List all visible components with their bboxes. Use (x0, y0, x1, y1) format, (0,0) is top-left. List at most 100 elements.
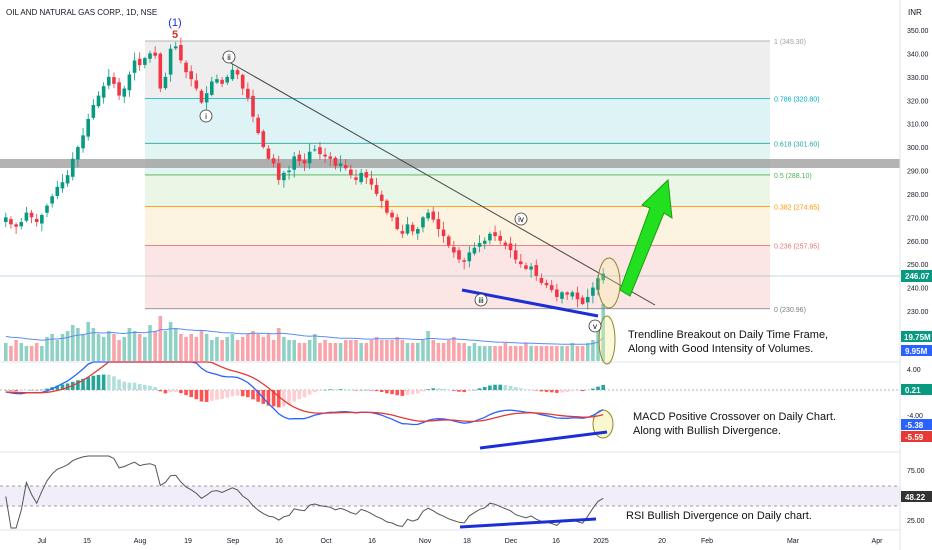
volume-bar (148, 325, 152, 361)
volume-bar (24, 346, 29, 361)
currency-label: INR (908, 8, 922, 17)
wave-label-5: 5 (172, 29, 178, 41)
volume-bar (302, 343, 307, 361)
macd-histogram-bar (143, 384, 147, 390)
macd-histogram-bar (117, 379, 121, 390)
last-price-badge: 246.07 (901, 270, 932, 282)
volume-bar (246, 334, 250, 361)
candle-body (369, 178, 374, 185)
fib-label: 1 (345.30) (774, 39, 806, 46)
volume-bar (127, 328, 132, 361)
volume-bar (426, 331, 430, 361)
fib-label: 0.618 (301.60) (774, 141, 820, 148)
candle-body (9, 219, 13, 225)
volume-bar (539, 346, 544, 361)
macd-histogram-bar (580, 390, 585, 392)
volume-bar (359, 343, 363, 361)
volume-bar (390, 340, 394, 361)
macd-histogram-bar (60, 384, 65, 390)
macd-histogram-bar (107, 374, 111, 390)
candle-body (580, 297, 585, 304)
time-tick-label: 19 (184, 538, 192, 545)
macd-tick-upper: 4.00 (907, 367, 921, 374)
macd-histogram-bar (431, 388, 436, 390)
chart-title: OIL AND NATURAL GAS CORP., 1D, NSE (6, 8, 157, 17)
macd-histogram-bar (333, 389, 338, 390)
volume-bar (153, 331, 157, 361)
candle-body (441, 229, 446, 237)
volume-bar (96, 334, 101, 361)
candle-body (225, 76, 230, 83)
macd-histogram-bar (246, 390, 250, 398)
volume-bar (163, 331, 168, 361)
time-axis[interactable]: Jul 15 Aug 19 Sep 16 Oct 16 Nov 18 Dec 16 2025 20 Feb M… (38, 538, 884, 545)
candle-body (60, 182, 65, 189)
time-tick-label: 16 (368, 538, 376, 545)
candle-body (529, 266, 533, 270)
volume-bar (519, 346, 523, 361)
time-tick-label: 20 (658, 538, 666, 545)
macd-histogram-bar (256, 390, 260, 402)
macd-histogram-bar (137, 383, 142, 390)
candle-body (534, 265, 539, 276)
volume-bar (271, 340, 276, 361)
wave-label-iii: iii (478, 296, 484, 305)
candle-body (50, 196, 54, 204)
volume-bar (477, 346, 482, 361)
candle-body (148, 53, 152, 59)
svg-text:19.75M: 19.75M (904, 333, 931, 342)
macd-histogram-bar (498, 384, 502, 390)
price-tick-label: 310.00 (907, 122, 929, 129)
price-tick-label: 330.00 (907, 75, 929, 82)
macd-histogram-bar (168, 390, 173, 393)
macd-histogram-bar (96, 374, 101, 390)
macd-histogram-bar (508, 385, 513, 390)
macd-histogram-bar (374, 390, 379, 392)
candle-body (328, 156, 333, 159)
macd-histogram-bar (127, 382, 132, 390)
time-tick-label: 18 (463, 538, 471, 545)
candle-body (421, 217, 425, 228)
macd-histogram-bar (189, 390, 193, 398)
candle-body (493, 232, 497, 237)
macd-histogram-bar (251, 390, 255, 400)
macd-histogram-bar (575, 390, 580, 392)
volume-bar (555, 346, 559, 361)
macd-histogram-bar (307, 390, 312, 395)
candle-body (76, 147, 80, 160)
candle-body (431, 211, 436, 220)
candle-body (313, 149, 317, 151)
macd-histogram-bar (86, 377, 90, 390)
candle-body (153, 52, 157, 56)
price-divergence-line (461, 288, 599, 318)
macd-tick-lower: -4.00 (907, 413, 923, 420)
volume-bar (14, 340, 18, 361)
candle-body (416, 229, 420, 234)
wave-label-i: i (205, 112, 207, 121)
volume-bar (323, 340, 327, 361)
candle-body (210, 81, 214, 95)
candle-body (24, 212, 29, 221)
candle-body (40, 214, 44, 224)
price-axis[interactable]: 350.00 340.00 330.00 320.00 310.00 300.00 290.… (907, 28, 929, 316)
macd-histogram-bar (65, 383, 70, 390)
macd-histogram (4, 374, 605, 408)
candle-body (168, 48, 173, 75)
volume-bar (55, 340, 60, 361)
macd-histogram-bar (601, 384, 605, 390)
resistance-band (0, 159, 900, 168)
time-tick-label: Aug (134, 538, 147, 545)
volume-bar (452, 337, 456, 361)
volume-bar (40, 346, 44, 361)
candle-body (591, 287, 595, 296)
price-tick-label: 230.00 (907, 309, 929, 316)
macd-histogram-bar (230, 390, 235, 397)
macd-histogram-bar (235, 390, 240, 396)
svg-text:-5.38: -5.38 (905, 421, 924, 430)
macd-histogram-bar (482, 387, 487, 390)
volume-bar (416, 343, 420, 361)
macd-histogram-bar (271, 390, 276, 407)
candle-body (452, 247, 456, 253)
fib-zone (145, 98, 770, 144)
